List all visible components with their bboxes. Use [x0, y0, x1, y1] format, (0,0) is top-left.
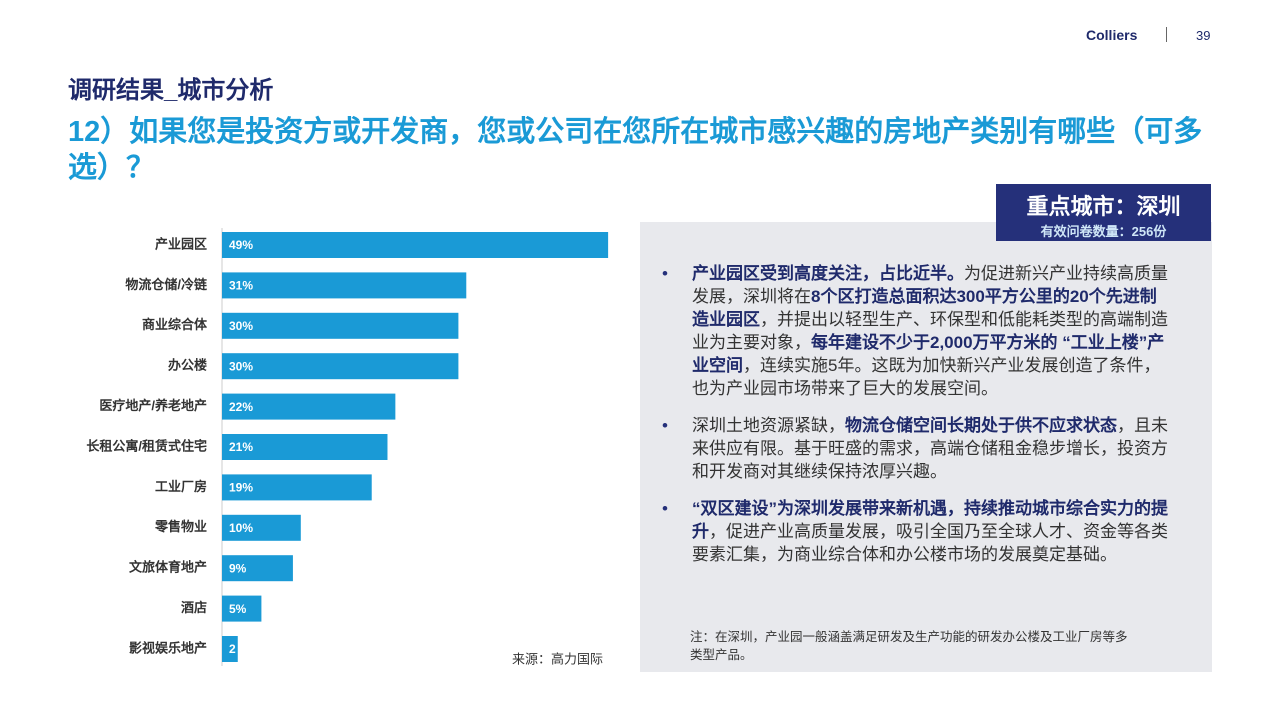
- bar: [222, 393, 396, 420]
- bar: [222, 232, 609, 258]
- bar: [222, 514, 301, 541]
- category-label: 文旅体育地产: [129, 560, 207, 575]
- body-text: ，并提出以轻型生产、环保型和低能耗类型的高端制造业为主要对象，: [692, 310, 1168, 352]
- highlight-text: 每年建设不少于2,000万平方米的 “工业上楼”产业空间: [692, 333, 1165, 375]
- highlight-text: 物流仓储空间长期处于供不应求状态: [845, 416, 1117, 435]
- category-label: 影视娱乐地产: [129, 640, 207, 655]
- category-label: 酒店: [181, 600, 207, 615]
- value-label: 10%: [229, 521, 253, 535]
- category-label: 工业厂房: [155, 479, 207, 494]
- highlight-text: 8个区打造总面积达300平方公里的20个先进制造业园区: [692, 287, 1157, 329]
- body-text: 深圳土地资源紧缺，: [692, 416, 845, 435]
- sample-size: 有效问卷数量：256份: [1040, 224, 1167, 239]
- category-label: 物流仓储/冷链: [125, 277, 208, 292]
- category-label: 办公楼: [168, 358, 207, 373]
- body-text: ，且未来供应有限。基于旺盛的需求，高端仓储租金稳步增长，投资方和开发商对其继续保…: [692, 416, 1168, 481]
- bullet-dot: •: [662, 499, 668, 518]
- source: 来源：高力国际: [512, 651, 603, 666]
- bar: [222, 434, 388, 460]
- value-label: 5%: [229, 602, 247, 616]
- bar: [222, 272, 467, 299]
- value-label: 49%: [229, 238, 253, 252]
- bullet-dot: •: [662, 264, 668, 283]
- bullet: • “双区建设”为深圳发展带来新机遇，持续推动城市综合实力的提升，促进产业高质量发…: [662, 497, 1172, 566]
- bar: [222, 353, 459, 380]
- category-label: 商业综合体: [142, 317, 208, 332]
- highlight-text: “双区建设”为深圳发展带来新机遇，持续推动城市综合实力的提升: [692, 499, 1168, 541]
- title: 12）如果您是投资方或开发商，您或公司在您所在城市感兴趣的房地产类别有哪些（可多…: [68, 116, 1203, 184]
- page-number: 39: [1196, 28, 1211, 43]
- value-label: 9%: [229, 561, 247, 575]
- bar: [222, 474, 372, 501]
- subtitle: 调研结果_城市分析: [68, 77, 274, 104]
- value-label: 21%: [229, 440, 253, 454]
- bar: [222, 555, 293, 582]
- body-text: ，促进产业高质量发展，吸引全国乃至全球人才、资金等各类要素汇集，为商业综合体和办…: [692, 522, 1168, 564]
- value-label: 31%: [229, 279, 253, 293]
- category-label: 零售物业: [154, 519, 207, 534]
- bullet-dot: •: [662, 416, 668, 435]
- city-box: 重点城市：深圳 有效问卷数量：256份: [996, 184, 1211, 241]
- body-text: 为促进新兴产业持续高质量发展，深圳将在: [692, 264, 1168, 306]
- category-label: 医疗地产/养老地产: [99, 398, 207, 413]
- city: 重点城市：深圳: [1026, 194, 1181, 219]
- bar: [222, 595, 262, 622]
- value-label: 19%: [229, 481, 253, 495]
- bullet: • 产业园区受到高度关注，占比近半。为促进新兴产业持续高质量发展，深圳将在8个区打…: [662, 262, 1172, 400]
- chart: 来源：高力国际 产业园区 49% 物流仓储/冷链 31% 商业综合体 30% 办公楼 30% 医…: [86, 228, 609, 666]
- value-label: 30%: [229, 359, 253, 373]
- value-label: 30%: [229, 319, 253, 333]
- bar: [222, 312, 459, 339]
- bullet: • 深圳土地资源紧缺，物流仓储空间长期处于供不应求状态，且未来供应有限。基于旺盛的…: [662, 414, 1172, 483]
- separator: [1166, 27, 1167, 42]
- bullet-list: • 产业园区受到高度关注，占比近半。为促进新兴产业持续高质量发展，深圳将在8个区打…: [662, 262, 1172, 580]
- value-label: 22%: [229, 400, 253, 414]
- panel: [640, 222, 1212, 672]
- highlight-text: 产业园区受到高度关注，占比近半。: [692, 264, 964, 283]
- category-label: 产业园区: [155, 236, 207, 251]
- bar: [222, 636, 238, 662]
- category-label: 长租公寓/租赁式住宅: [86, 438, 207, 453]
- brand: Colliers: [1086, 27, 1138, 43]
- note: 注：在深圳，产业园一般涵盖满足研发及生产功能的研发办公楼及工业厂房等多类型产品。: [690, 630, 1128, 662]
- value-label: 2: [229, 642, 236, 656]
- body-text: ，连续实施5年。这既为加快新兴产业发展创造了条件，也为产业园市场带来了巨大的发展…: [692, 356, 1161, 398]
